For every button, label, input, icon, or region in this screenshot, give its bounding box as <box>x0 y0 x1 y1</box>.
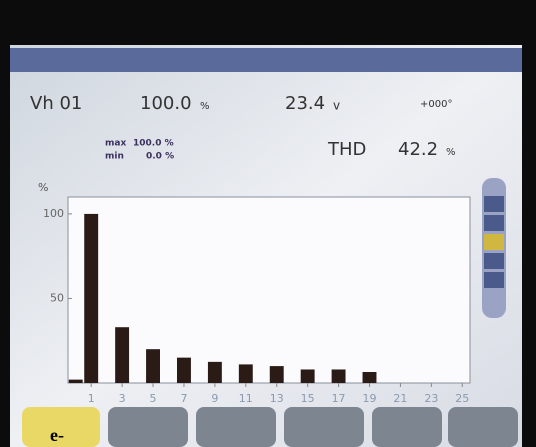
bar <box>362 372 377 383</box>
tab[interactable] <box>108 407 188 447</box>
min-value: 0.0 % <box>146 152 174 162</box>
x-tick-label: 13 <box>270 392 284 405</box>
x-tick-label: 3 <box>119 392 126 405</box>
min-label: min <box>105 152 124 162</box>
tab[interactable] <box>196 407 276 447</box>
x-tick-label: 1 <box>88 392 95 405</box>
x-tick-label: 17 <box>332 392 346 405</box>
tab[interactable] <box>448 407 518 447</box>
bar <box>300 369 315 383</box>
y-tick-label: 100 <box>43 207 64 220</box>
bar <box>177 357 191 383</box>
bar <box>146 349 160 383</box>
bar <box>269 366 284 383</box>
bar <box>68 379 83 383</box>
plot-area <box>67 196 471 384</box>
phase: +000° <box>420 99 452 110</box>
x-tick-label: 15 <box>301 392 315 405</box>
channel: Vh 01 <box>30 93 82 114</box>
bar <box>84 213 99 383</box>
bar <box>238 364 253 383</box>
side-buttons <box>482 178 506 318</box>
status-bar <box>10 48 522 72</box>
bottom-tabs <box>22 407 518 447</box>
bar <box>331 369 346 383</box>
x-tick-label: 25 <box>455 392 469 405</box>
voltage-unit: v <box>333 99 340 113</box>
level: 100.0 <box>140 93 192 114</box>
max-label: max <box>105 139 126 149</box>
level-unit: % <box>200 101 210 112</box>
tab[interactable] <box>284 407 364 447</box>
x-tick-label: 11 <box>239 392 253 405</box>
tab[interactable] <box>372 407 442 447</box>
x-tick-label: 5 <box>150 392 157 405</box>
thd-value: 42.2 <box>398 139 438 160</box>
x-tick-label: 9 <box>211 392 218 405</box>
max-value: 100.0 % <box>133 139 174 149</box>
tab[interactable] <box>22 407 100 447</box>
bar <box>115 327 130 383</box>
thd-unit: % <box>446 147 456 158</box>
y-tick-label: 50 <box>50 291 64 304</box>
y-axis-label: % <box>38 181 48 194</box>
thd-label: THD <box>327 139 366 160</box>
x-tick-label: 23 <box>424 392 438 405</box>
x-tick-label: 7 <box>180 392 187 405</box>
x-tick-label: 21 <box>393 392 407 405</box>
bar <box>207 361 222 383</box>
voltage: 23.4 <box>285 93 325 114</box>
tab-label: e- <box>50 425 64 445</box>
x-tick-label: 19 <box>363 392 377 405</box>
